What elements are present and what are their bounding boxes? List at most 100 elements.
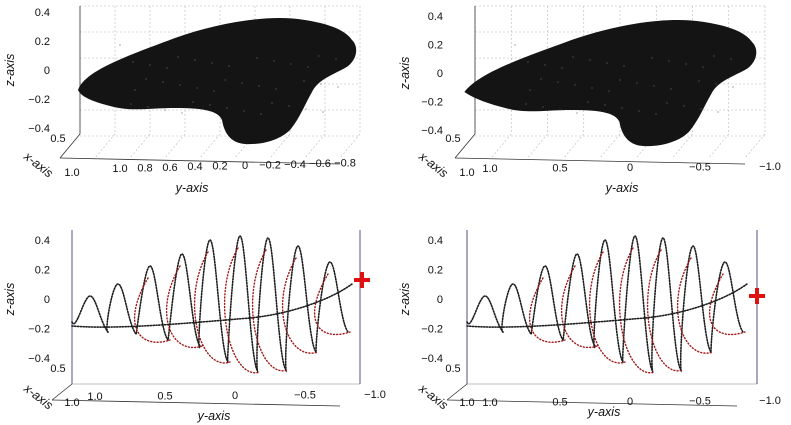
mesh-point bbox=[258, 85, 260, 87]
z-tick-label: 0 bbox=[437, 68, 443, 80]
y-tick-label: −1.0 bbox=[364, 389, 386, 401]
mesh-point bbox=[290, 63, 292, 65]
grid-line bbox=[708, 133, 729, 159]
z-tick-label: 0.2 bbox=[35, 265, 50, 277]
trajectory-curve bbox=[466, 235, 744, 373]
mesh-point bbox=[559, 109, 561, 111]
mesh-point bbox=[192, 101, 194, 103]
mesh-point bbox=[305, 108, 307, 110]
y-tick-label: −0.5 bbox=[689, 396, 711, 408]
y-tick-label: 0 bbox=[627, 162, 633, 174]
grid-line bbox=[164, 133, 186, 159]
mesh-point bbox=[623, 65, 625, 67]
y-tick-label: −0.2 bbox=[259, 159, 281, 171]
mesh-point bbox=[589, 59, 591, 61]
mesh-point bbox=[303, 80, 305, 82]
mesh-point bbox=[702, 66, 704, 68]
z-tick-label: −0.2 bbox=[28, 324, 50, 336]
mesh-point bbox=[713, 55, 715, 57]
mesh-point bbox=[260, 113, 262, 115]
mesh-point bbox=[213, 90, 215, 92]
mesh-point bbox=[730, 58, 732, 60]
mesh-point bbox=[147, 106, 149, 108]
mesh-point bbox=[181, 112, 183, 114]
y-tick-label: 1.0 bbox=[482, 163, 497, 175]
surface-mesh bbox=[78, 18, 357, 145]
grid-line bbox=[304, 133, 326, 159]
z-tick-label: −0.4 bbox=[421, 125, 443, 137]
mesh-point bbox=[320, 83, 322, 85]
z-tick-label: 0.2 bbox=[35, 36, 50, 48]
y-tick-label: −0.6 bbox=[309, 158, 331, 170]
mesh-point bbox=[540, 78, 542, 80]
z-tick-label: −0.2 bbox=[421, 324, 443, 336]
trajectory-curve bbox=[71, 235, 349, 373]
mesh-point bbox=[134, 89, 136, 91]
x-tick-label: 1.0 bbox=[64, 167, 79, 179]
axis-frame bbox=[454, 133, 476, 159]
y-tick-label: 1.0 bbox=[112, 163, 127, 175]
mesh-point bbox=[211, 62, 213, 64]
mesh-point bbox=[224, 79, 226, 81]
x-axis-label: x-axis bbox=[415, 149, 450, 181]
x-tick-label: 1.0 bbox=[64, 397, 79, 409]
axis-frame bbox=[59, 157, 341, 165]
mesh-point bbox=[572, 56, 574, 58]
mesh-point bbox=[162, 81, 164, 83]
grid-line bbox=[563, 133, 584, 159]
mesh-point bbox=[177, 56, 179, 58]
y-tick-label: −0.5 bbox=[689, 162, 711, 174]
y-tick-label: −0.5 bbox=[294, 390, 316, 402]
z-tick-label: 0 bbox=[437, 294, 443, 306]
y-tick-label: 0.8 bbox=[137, 162, 152, 174]
mesh-point bbox=[288, 105, 290, 107]
mesh-point bbox=[271, 102, 273, 104]
mesh-point bbox=[322, 111, 324, 113]
trajectory-return bbox=[71, 283, 353, 328]
mesh-point bbox=[529, 89, 531, 91]
z-axis-label: z-axis bbox=[398, 283, 412, 317]
mesh-point bbox=[525, 103, 527, 105]
surface-mesh bbox=[464, 20, 757, 147]
x-axis-label: x-axis bbox=[20, 149, 55, 181]
mesh-point bbox=[636, 82, 638, 84]
mesh-point bbox=[732, 86, 734, 88]
y-tick-label: 0.5 bbox=[157, 391, 172, 403]
trajectory-curve-alt bbox=[528, 247, 746, 374]
x-tick-label: 0.5 bbox=[445, 363, 460, 375]
mesh-point bbox=[655, 113, 657, 115]
mesh-point bbox=[574, 84, 576, 86]
mesh-point bbox=[670, 88, 672, 90]
mesh-point bbox=[621, 107, 623, 109]
mesh-point bbox=[619, 79, 621, 81]
mesh-point bbox=[256, 57, 258, 59]
mesh-point bbox=[683, 105, 685, 107]
axis-frame bbox=[51, 383, 73, 401]
mesh-point bbox=[194, 59, 196, 61]
mesh-point bbox=[653, 85, 655, 87]
y-axis-label: y-axis bbox=[175, 181, 209, 195]
mesh-point bbox=[685, 63, 687, 65]
mesh-point bbox=[209, 104, 211, 106]
z-tick-label: −0.2 bbox=[421, 97, 443, 109]
mesh-point bbox=[130, 103, 132, 105]
mesh-point bbox=[666, 102, 668, 104]
mesh-point bbox=[226, 107, 228, 109]
mesh-point bbox=[700, 108, 702, 110]
grid-line bbox=[339, 133, 361, 159]
mesh-point bbox=[132, 61, 134, 63]
y-tick-label: 0.4 bbox=[187, 161, 202, 173]
y-axis-label: y-axis bbox=[587, 405, 621, 419]
mesh-point bbox=[587, 101, 589, 103]
x-axis-label: x-axis bbox=[415, 381, 450, 413]
panel-top-right: 0.4 0.2 0 −0.2 −0.4 z-axis 0.5 1.0 x-axis 1.0 0.5 0… bbox=[398, 5, 781, 195]
mesh-point bbox=[275, 88, 277, 90]
y-tick-label: −1.0 bbox=[759, 161, 781, 173]
y-tick-label: −0.8 bbox=[334, 158, 356, 170]
y-tick-label: 1.0 bbox=[87, 391, 102, 403]
grid-line bbox=[129, 133, 151, 159]
panel-bottom-left: 0.4 0.2 0 −0.2 −0.4 z-axis 0.5 1.0 x-axis 1.0 0.5 0… bbox=[3, 230, 386, 423]
grid-line bbox=[94, 133, 116, 159]
